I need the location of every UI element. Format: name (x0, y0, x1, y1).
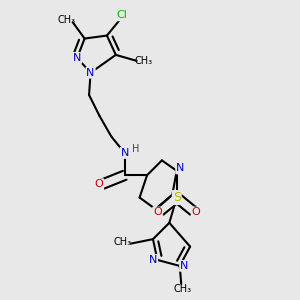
Text: O: O (192, 207, 200, 218)
Text: O: O (94, 179, 103, 189)
Text: CH₃: CH₃ (57, 15, 75, 25)
Text: N: N (176, 164, 184, 173)
Text: O: O (153, 207, 162, 218)
Text: H: H (132, 144, 140, 154)
Text: CH₃: CH₃ (174, 284, 192, 294)
Text: N: N (121, 148, 129, 158)
Text: CH₃: CH₃ (135, 56, 153, 66)
Text: N: N (180, 261, 188, 271)
Text: S: S (173, 191, 181, 204)
Text: N: N (86, 68, 95, 78)
Text: N: N (149, 255, 157, 265)
Text: Cl: Cl (116, 11, 127, 20)
Text: CH₃: CH₃ (113, 237, 131, 247)
Text: N: N (73, 53, 81, 63)
